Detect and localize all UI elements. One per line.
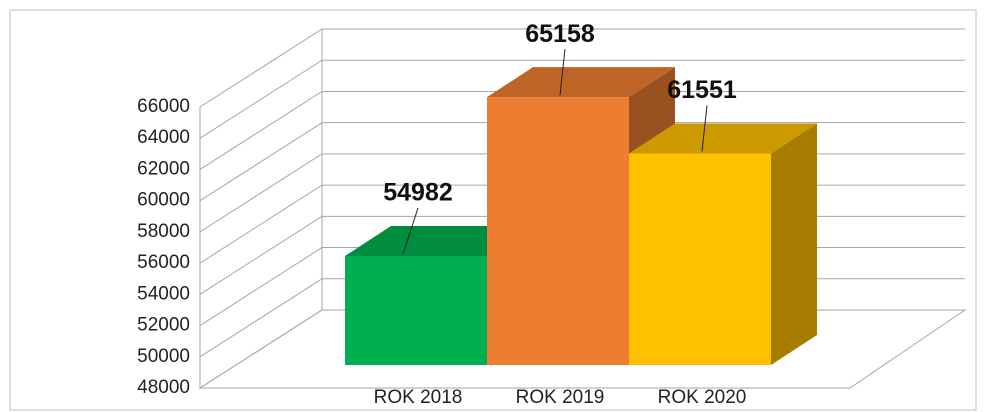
y-tick-label: 66000	[137, 96, 190, 117]
bar	[345, 256, 487, 365]
y-tick-label: 48000	[137, 377, 190, 398]
grid-line	[199, 122, 965, 202]
bar-top	[629, 123, 817, 154]
data-label: 61551	[667, 76, 737, 104]
y-tick-label: 62000	[137, 158, 190, 179]
x-tick-label: ROK 2019	[516, 387, 605, 408]
leader-line	[402, 207, 419, 255]
data-label: 54982	[383, 179, 453, 207]
bar-side	[771, 123, 817, 366]
x-tick-label: ROK 2018	[374, 387, 463, 408]
y-tick-label: 64000	[137, 127, 190, 148]
y-tick-label: 60000	[137, 190, 190, 211]
grid-line	[199, 28, 965, 108]
grid-line	[199, 59, 965, 139]
leader-line	[701, 105, 708, 152]
y-tick-label: 50000	[137, 346, 190, 367]
bar-top	[345, 226, 533, 257]
y-tick-label: 54000	[137, 283, 190, 304]
bar-top	[487, 67, 675, 98]
grid-line	[199, 90, 965, 170]
x-tick-label: ROK 2020	[658, 387, 747, 408]
data-label: 65158	[525, 20, 595, 48]
bar	[487, 97, 629, 365]
y-tick-label: 52000	[137, 315, 190, 336]
leader-line	[559, 49, 566, 96]
y-tick-label: 58000	[137, 221, 190, 242]
bar	[629, 153, 771, 365]
frame	[9, 9, 977, 411]
y-tick-label: 56000	[137, 252, 190, 273]
